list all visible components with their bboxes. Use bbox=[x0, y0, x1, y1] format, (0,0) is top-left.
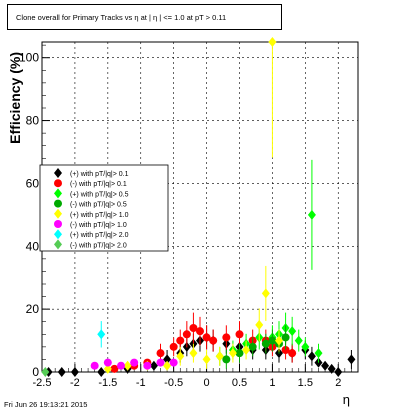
data-point bbox=[235, 330, 244, 339]
x-tick-label: 0.5 bbox=[232, 377, 247, 389]
y-tick-label: 20 bbox=[26, 302, 40, 316]
data-point bbox=[176, 351, 185, 362]
data-point bbox=[90, 361, 99, 370]
data-point bbox=[202, 333, 211, 342]
legend-marker bbox=[54, 199, 62, 208]
data-point bbox=[103, 358, 112, 367]
x-tick-label: 1.5 bbox=[298, 377, 313, 389]
chart-title: Clone overall for Primary Tracks vs η at… bbox=[7, 4, 282, 30]
data-point bbox=[57, 367, 66, 377]
data-point bbox=[222, 355, 231, 364]
y-tick-label: 40 bbox=[26, 239, 40, 253]
x-tick-label: -1.5 bbox=[98, 377, 117, 389]
data-point bbox=[196, 327, 204, 336]
data-point bbox=[327, 363, 336, 374]
data-point bbox=[143, 361, 152, 370]
data-point bbox=[97, 329, 106, 340]
data-point bbox=[334, 367, 343, 377]
data-point bbox=[268, 336, 277, 345]
x-axis-label: η bbox=[343, 392, 350, 407]
y-tick-label: 60 bbox=[26, 176, 40, 190]
data-point bbox=[307, 351, 316, 362]
data-point bbox=[248, 342, 257, 351]
x-tick-label: 0 bbox=[204, 377, 210, 389]
legend-marker bbox=[54, 229, 62, 240]
data-point bbox=[202, 354, 211, 365]
data-point bbox=[176, 336, 185, 345]
data-point bbox=[163, 360, 172, 371]
data-point bbox=[281, 346, 290, 354]
x-tick-label: -2.5 bbox=[33, 377, 52, 389]
legend-marker bbox=[54, 188, 62, 199]
data-point bbox=[182, 330, 191, 339]
data-point bbox=[110, 364, 119, 373]
data-point bbox=[294, 335, 303, 346]
x-tick-label: 2 bbox=[335, 377, 341, 389]
data-point bbox=[169, 342, 178, 351]
data-point bbox=[149, 360, 158, 371]
data-point bbox=[215, 351, 224, 362]
legend-marker bbox=[54, 168, 62, 178]
data-point bbox=[255, 319, 264, 330]
data-point bbox=[314, 348, 323, 359]
data-point bbox=[103, 363, 112, 374]
data-point bbox=[288, 326, 297, 337]
legend-label: (-) with pT/|q|> 0.5 bbox=[70, 202, 127, 209]
y-tick-label: 100 bbox=[19, 51, 39, 65]
legend-label: (+) with pT/|q|> 0.5 bbox=[70, 191, 129, 198]
data-point bbox=[156, 349, 165, 358]
data-point bbox=[117, 361, 125, 370]
data-point bbox=[130, 358, 139, 367]
x-tick-label: -1 bbox=[136, 377, 146, 389]
data-point bbox=[41, 367, 50, 377]
data-point bbox=[347, 354, 356, 365]
x-tick-label: -0.5 bbox=[164, 377, 183, 389]
legend-box bbox=[39, 164, 169, 252]
x-tick-label: -2 bbox=[70, 377, 80, 389]
x-tick-label: 1 bbox=[269, 377, 275, 389]
data-point bbox=[97, 367, 106, 377]
data-point bbox=[307, 209, 316, 220]
data-point bbox=[189, 324, 198, 332]
legend-marker bbox=[54, 220, 62, 228]
data-point bbox=[268, 37, 277, 47]
data-point bbox=[123, 360, 132, 371]
legend-label: (-) with pT/|q|> 1.0 bbox=[70, 222, 127, 229]
legend-label: (+) with pT/|q|> 2.0 bbox=[70, 232, 129, 239]
data-point bbox=[163, 354, 172, 365]
data-point bbox=[321, 360, 330, 371]
data-point bbox=[261, 288, 270, 299]
y-tick-label: 80 bbox=[26, 114, 40, 128]
y-tick-label: 0 bbox=[32, 365, 39, 379]
data-point bbox=[222, 333, 231, 342]
data-point bbox=[209, 336, 218, 345]
data-point bbox=[235, 349, 244, 358]
legend-marker bbox=[54, 179, 62, 188]
timestamp-footer: Fri Jun 26 19:13:21 2015 bbox=[4, 400, 88, 409]
data-point bbox=[156, 358, 165, 367]
legend-label: (-) with pT/|q|> 0.1 bbox=[70, 181, 127, 188]
legend-label: (+) with pT/|q|> 0.1 bbox=[70, 171, 129, 178]
legend-label: (-) with pT/|q|> 2.0 bbox=[70, 242, 127, 249]
data-point bbox=[169, 358, 178, 367]
data-point bbox=[281, 333, 290, 342]
legend-label: (+) with pT/|q|> 1.0 bbox=[70, 212, 129, 219]
legend-marker bbox=[54, 239, 62, 250]
data-point bbox=[261, 339, 270, 348]
data-point bbox=[70, 367, 79, 377]
legend-marker bbox=[54, 208, 62, 219]
data-point bbox=[242, 345, 251, 355]
data-point bbox=[189, 348, 198, 359]
data-point bbox=[228, 348, 237, 359]
data-point bbox=[301, 341, 310, 352]
data-point bbox=[288, 349, 297, 358]
data-point bbox=[275, 335, 283, 346]
y-axis-label: Efficiency (%) bbox=[7, 52, 23, 144]
chart-title-text: Clone overall for Primary Tracks vs η at… bbox=[16, 12, 227, 22]
